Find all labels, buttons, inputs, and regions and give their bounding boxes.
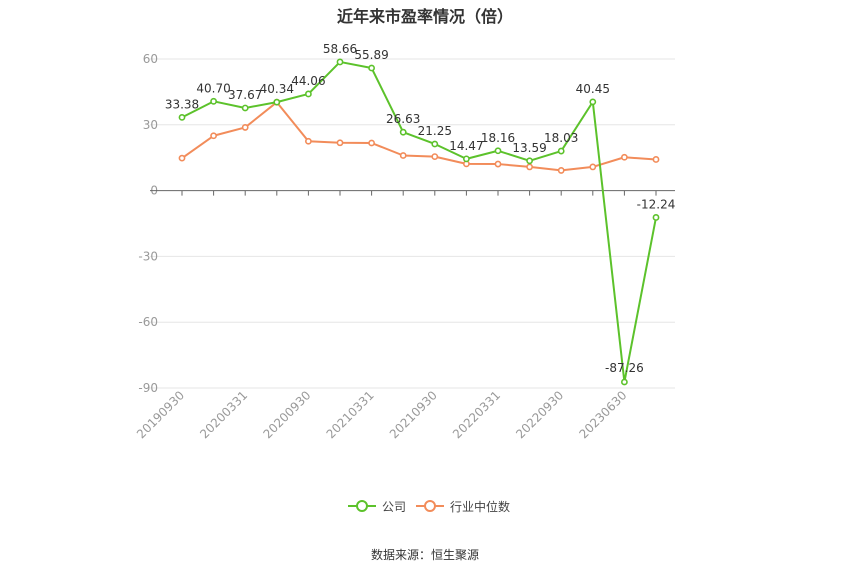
data-point-company bbox=[304, 90, 312, 98]
data-point-industry-median bbox=[368, 139, 375, 147]
data-label: 37.67 bbox=[228, 88, 262, 102]
data-point-company bbox=[241, 104, 249, 112]
x-tick-label: 20220930 bbox=[513, 388, 566, 441]
data-label: 14.47 bbox=[449, 139, 483, 153]
data-point-company bbox=[178, 113, 186, 121]
data-point-company bbox=[557, 147, 565, 155]
data-point-industry-median bbox=[399, 152, 407, 159]
data-point-industry-median bbox=[336, 139, 344, 147]
data-point-industry-median bbox=[621, 153, 628, 161]
series-layer bbox=[178, 58, 660, 386]
data-label: 40.45 bbox=[576, 82, 610, 96]
legend-label-company: 公司 bbox=[382, 499, 407, 514]
data-point-company bbox=[273, 98, 281, 106]
series-line-company bbox=[181, 60, 657, 383]
data-label: 18.16 bbox=[481, 131, 515, 145]
data-point-company bbox=[621, 378, 628, 386]
data-point-industry-median bbox=[241, 124, 249, 131]
data-label: 26.63 bbox=[386, 112, 420, 126]
y-tick-label: -60 bbox=[138, 315, 158, 329]
data-label: 13.59 bbox=[512, 141, 546, 155]
legend-industry-marker-icon bbox=[416, 500, 444, 512]
x-tick-label: 20200331 bbox=[197, 388, 250, 441]
data-point-company bbox=[431, 140, 439, 148]
y-tick-label: -90 bbox=[138, 381, 158, 395]
data-label: -12.24 bbox=[637, 197, 676, 211]
data-label: 40.70 bbox=[196, 81, 230, 95]
grid-layer bbox=[150, 58, 675, 389]
x-tick-label: 20200930 bbox=[260, 388, 313, 441]
x-tick-label: 20220331 bbox=[450, 388, 503, 441]
y-tick-label: -30 bbox=[138, 249, 158, 263]
y-tick-label: 30 bbox=[143, 118, 158, 132]
data-point-industry-median bbox=[210, 132, 217, 140]
data-point-industry-median bbox=[526, 163, 533, 171]
data-label: -87.26 bbox=[605, 361, 644, 375]
x-tick-label: 20190930 bbox=[134, 388, 187, 441]
legend-company-marker-icon bbox=[348, 500, 376, 512]
data-point-industry-median bbox=[652, 156, 660, 163]
data-point-company bbox=[589, 98, 597, 106]
data-label: 21.25 bbox=[418, 124, 452, 138]
data-label: 44.06 bbox=[291, 74, 325, 88]
y-tick-label: 60 bbox=[143, 52, 158, 66]
data-point-industry-median bbox=[304, 137, 312, 145]
data-point-company bbox=[210, 97, 217, 105]
data-point-company bbox=[368, 64, 375, 72]
data-point-company bbox=[462, 155, 470, 163]
data-point-company bbox=[494, 147, 502, 155]
data-point-industry-median bbox=[494, 160, 502, 168]
data-point-industry-median bbox=[178, 154, 186, 162]
legend-item-industry-median[interactable]: 行业中位数 bbox=[416, 497, 510, 515]
data-point-industry-median bbox=[557, 167, 565, 174]
data-point-industry-median bbox=[589, 163, 597, 171]
series-line-industry-median bbox=[181, 101, 657, 172]
data-label: 18.03 bbox=[544, 131, 578, 145]
data-label: 40.34 bbox=[260, 82, 294, 96]
data-label: 33.38 bbox=[165, 97, 199, 111]
chart-title: 近年来市盈率情况（倍） bbox=[336, 7, 513, 26]
data-point-company bbox=[336, 58, 344, 66]
data-point-industry-median bbox=[431, 153, 439, 161]
source-text: 数据来源：恒生聚源 bbox=[370, 548, 479, 562]
data-point-company bbox=[652, 214, 660, 221]
data-label: 58.66 bbox=[323, 42, 357, 56]
x-tick-label: 20210331 bbox=[324, 388, 377, 441]
data-point-company bbox=[399, 128, 407, 136]
data-label: 55.89 bbox=[354, 48, 388, 62]
data-point-company bbox=[526, 157, 533, 165]
x-tick-label: 20210930 bbox=[387, 388, 440, 441]
x-tick-label: 20230630 bbox=[576, 388, 629, 441]
legend-item-company[interactable]: 公司 bbox=[348, 497, 406, 515]
legend-label-industry-median: 行业中位数 bbox=[450, 499, 511, 514]
